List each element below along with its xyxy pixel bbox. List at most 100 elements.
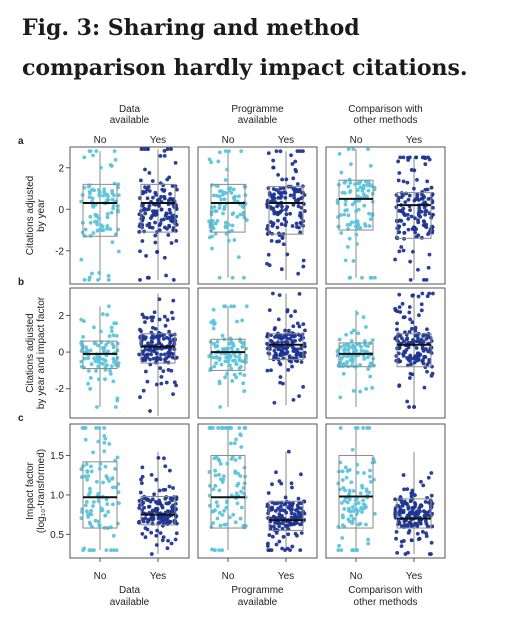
data-point — [397, 521, 402, 525]
data-point — [411, 506, 416, 511]
data-point — [145, 196, 150, 201]
data-point — [96, 439, 101, 444]
data-point — [223, 149, 228, 154]
data-point — [414, 155, 419, 160]
data-point — [226, 187, 231, 191]
data-point — [216, 159, 221, 164]
data-point — [92, 356, 97, 361]
data-point — [403, 350, 408, 355]
data-point — [106, 194, 110, 199]
data-point — [270, 224, 275, 228]
data-point — [407, 193, 412, 198]
data-point — [143, 185, 147, 190]
data-point — [299, 522, 304, 527]
data-point — [87, 195, 92, 200]
data-point — [149, 315, 153, 320]
data-point — [421, 155, 426, 160]
data-point — [238, 364, 243, 369]
data-point — [422, 385, 427, 390]
data-point — [162, 314, 167, 319]
data-point — [356, 501, 361, 505]
data-point — [268, 526, 273, 531]
data-point — [282, 216, 287, 221]
data-point — [216, 426, 221, 430]
data-point — [266, 548, 271, 553]
data-point — [230, 275, 235, 280]
data-point — [420, 529, 425, 534]
data-point — [113, 466, 117, 471]
data-point — [95, 405, 99, 409]
data-point — [410, 488, 415, 493]
data-point — [280, 526, 285, 531]
data-point — [149, 530, 154, 535]
data-point — [166, 233, 171, 237]
data-point — [355, 225, 360, 230]
box — [268, 500, 304, 531]
box — [210, 183, 246, 233]
data-point — [348, 222, 352, 227]
data-point — [84, 500, 89, 504]
data-point — [367, 224, 372, 228]
data-point — [146, 505, 151, 509]
data-point — [143, 337, 147, 341]
data-point — [217, 206, 222, 210]
data-point — [79, 467, 84, 472]
data-point — [86, 381, 90, 386]
data-point — [88, 386, 93, 391]
data-point — [146, 347, 151, 352]
data-point — [424, 534, 429, 539]
column-header: available — [238, 115, 278, 126]
data-point — [217, 548, 222, 553]
data-point — [368, 474, 372, 479]
data-point — [336, 481, 341, 486]
data-point — [273, 344, 278, 349]
data-point — [150, 340, 155, 344]
data-point — [343, 198, 348, 203]
data-point — [274, 351, 278, 356]
data-point — [416, 335, 420, 340]
data-point — [83, 503, 88, 508]
data-point — [338, 345, 343, 349]
data-point — [296, 204, 301, 209]
data-point — [227, 426, 232, 430]
data-point — [422, 205, 427, 210]
data-point — [419, 503, 424, 508]
data-point — [284, 510, 289, 515]
data-point — [210, 218, 215, 223]
data-point — [355, 462, 360, 467]
data-point — [410, 509, 414, 514]
data-point — [425, 362, 430, 367]
data-point — [103, 377, 107, 382]
data-point — [99, 508, 104, 513]
data-point — [409, 538, 414, 543]
data-point — [230, 379, 235, 383]
data-point — [235, 319, 239, 324]
data-point — [283, 223, 288, 228]
data-point — [412, 186, 416, 191]
data-point — [337, 151, 342, 156]
data-point — [91, 450, 95, 455]
data-point — [149, 472, 154, 477]
data-point — [104, 548, 109, 553]
data-point — [89, 362, 94, 366]
data-point — [159, 374, 164, 379]
data-point — [280, 208, 284, 213]
data-point — [267, 533, 272, 537]
data-point — [353, 182, 357, 187]
data-point — [116, 490, 121, 495]
data-point — [139, 329, 143, 334]
data-point — [410, 320, 415, 325]
data-point — [84, 345, 88, 350]
data-point — [405, 487, 410, 492]
data-point — [235, 347, 240, 352]
data-point — [154, 209, 159, 214]
data-point — [364, 522, 368, 527]
data-point — [220, 480, 225, 484]
data-point — [96, 491, 101, 496]
data-point — [276, 515, 281, 520]
data-point — [424, 531, 428, 536]
data-point — [276, 190, 281, 195]
data-point — [426, 197, 431, 201]
data-point — [293, 514, 298, 519]
data-point — [341, 371, 346, 376]
